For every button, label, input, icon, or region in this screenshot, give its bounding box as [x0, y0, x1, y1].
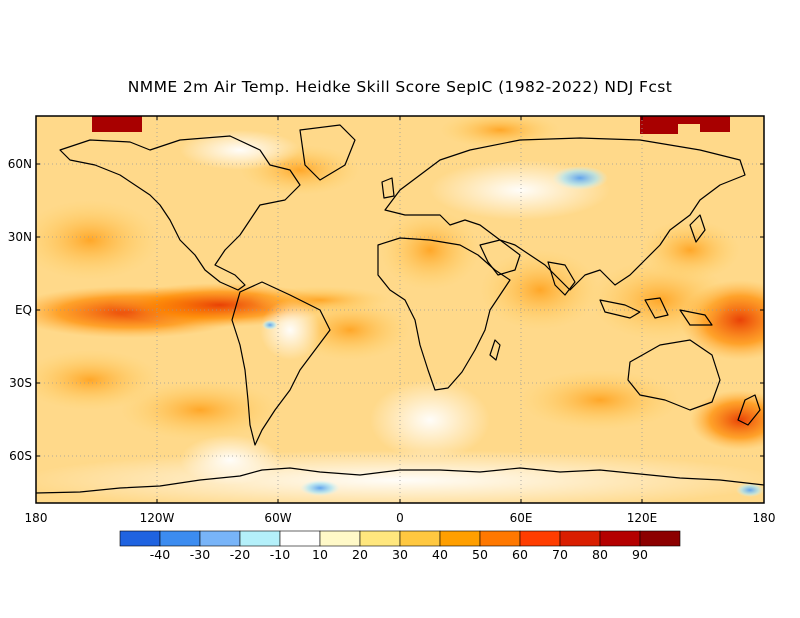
- colorbar-label: 90: [632, 547, 648, 562]
- lon-label-0: 0: [396, 511, 404, 525]
- lon-label-60w: 60W: [264, 511, 292, 525]
- colorbar-label: 10: [312, 547, 328, 562]
- colorbar-label: 20: [352, 547, 368, 562]
- colorbar-label: 30: [392, 547, 408, 562]
- colorbar-label: 70: [552, 547, 568, 562]
- chart-title: NMME 2m Air Temp. Heidke Skill Score Sep…: [127, 78, 673, 96]
- grid-lines: [36, 116, 764, 503]
- lat-label-30s: 30S: [9, 376, 32, 390]
- lon-label-180e: 180: [752, 511, 776, 525]
- lon-label-120e: 120E: [626, 511, 658, 525]
- colorbar-label: -10: [269, 547, 291, 562]
- lat-label-60n: 60N: [7, 157, 32, 171]
- colorbar-label: 80: [592, 547, 608, 562]
- lon-label-180w: 180: [24, 511, 48, 525]
- map-field: [36, 116, 764, 503]
- lat-label-eq: EQ: [14, 303, 32, 317]
- lat-label-60s: 60S: [9, 449, 32, 463]
- lon-label-120w: 120W: [139, 511, 175, 525]
- lat-label-30n: 30N: [7, 230, 32, 244]
- lon-label-60e: 60E: [509, 511, 533, 525]
- axis-ticks: [36, 116, 764, 503]
- colorbar-label: -40: [149, 547, 171, 562]
- colorbar-label: -30: [189, 547, 211, 562]
- coastlines: [36, 124, 764, 494]
- colorbar-label: -20: [229, 547, 251, 562]
- colorbar-label: 60: [512, 547, 528, 562]
- colorbar-label: 50: [472, 547, 488, 562]
- colorbar-label: 40: [432, 547, 448, 562]
